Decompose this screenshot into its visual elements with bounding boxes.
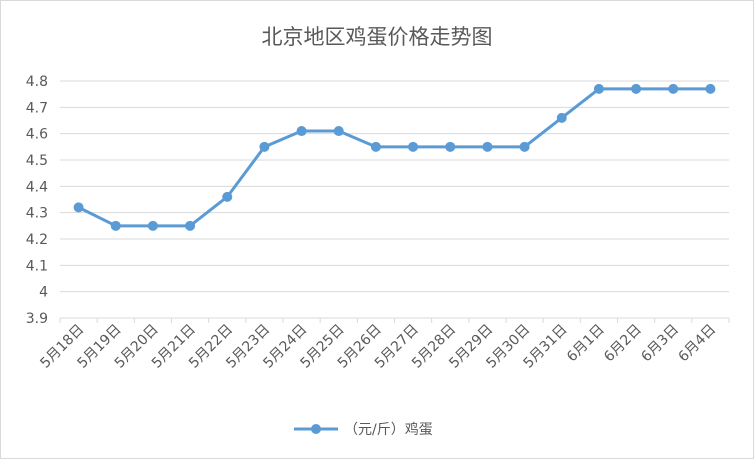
x-tick-label: 6月3日 bbox=[638, 322, 682, 366]
x-axis-tick-labels: 5月18日5月19日5月20日5月21日5月22日5月23日5月24日5月25日… bbox=[37, 322, 719, 372]
data-point bbox=[445, 141, 456, 152]
x-tick-label: 6月2日 bbox=[601, 322, 645, 366]
data-point bbox=[631, 83, 642, 94]
x-tick-label: 6月4日 bbox=[676, 322, 720, 366]
y-axis-tick-labels: 3.9 4 4.1 4.2 4.3 4.4 4.5 4.6 4.7 4.8 bbox=[26, 74, 48, 327]
data-point bbox=[705, 83, 716, 94]
y-tick-label: 4.4 bbox=[26, 179, 48, 195]
chart-title: 北京地区鸡蛋价格走势图 bbox=[262, 25, 493, 49]
data-point bbox=[370, 141, 381, 152]
y-tick-label: 4.2 bbox=[26, 232, 48, 248]
grid-lines bbox=[59, 80, 730, 323]
x-tick-label: 6月1日 bbox=[564, 322, 608, 366]
data-point bbox=[110, 220, 121, 231]
y-tick-label: 4.1 bbox=[26, 258, 48, 274]
legend-marker-swatch bbox=[311, 424, 321, 434]
data-point bbox=[556, 112, 567, 123]
data-point bbox=[73, 202, 84, 213]
y-tick-label: 3.9 bbox=[26, 311, 48, 327]
data-point bbox=[482, 141, 493, 152]
data-point bbox=[296, 126, 307, 137]
data-point bbox=[222, 191, 233, 202]
data-point bbox=[185, 220, 196, 231]
data-point bbox=[147, 220, 158, 231]
y-tick-label: 4.5 bbox=[26, 153, 48, 169]
series-line bbox=[77, 87, 711, 228]
data-point bbox=[668, 83, 679, 94]
data-point bbox=[519, 141, 530, 152]
y-tick-label: 4.8 bbox=[26, 74, 48, 90]
data-point bbox=[333, 126, 344, 137]
legend-label: （元/斤）鸡蛋 bbox=[344, 421, 433, 438]
y-tick-label: 4.7 bbox=[26, 100, 48, 116]
data-point bbox=[259, 141, 270, 152]
y-tick-label: 4.6 bbox=[26, 127, 48, 143]
series-line-group bbox=[73, 83, 716, 231]
y-tick-label: 4 bbox=[39, 285, 48, 301]
legend: （元/斤）鸡蛋 bbox=[294, 421, 433, 438]
y-tick-label: 4.3 bbox=[26, 206, 48, 222]
data-point bbox=[408, 141, 419, 152]
data-point bbox=[593, 83, 604, 94]
